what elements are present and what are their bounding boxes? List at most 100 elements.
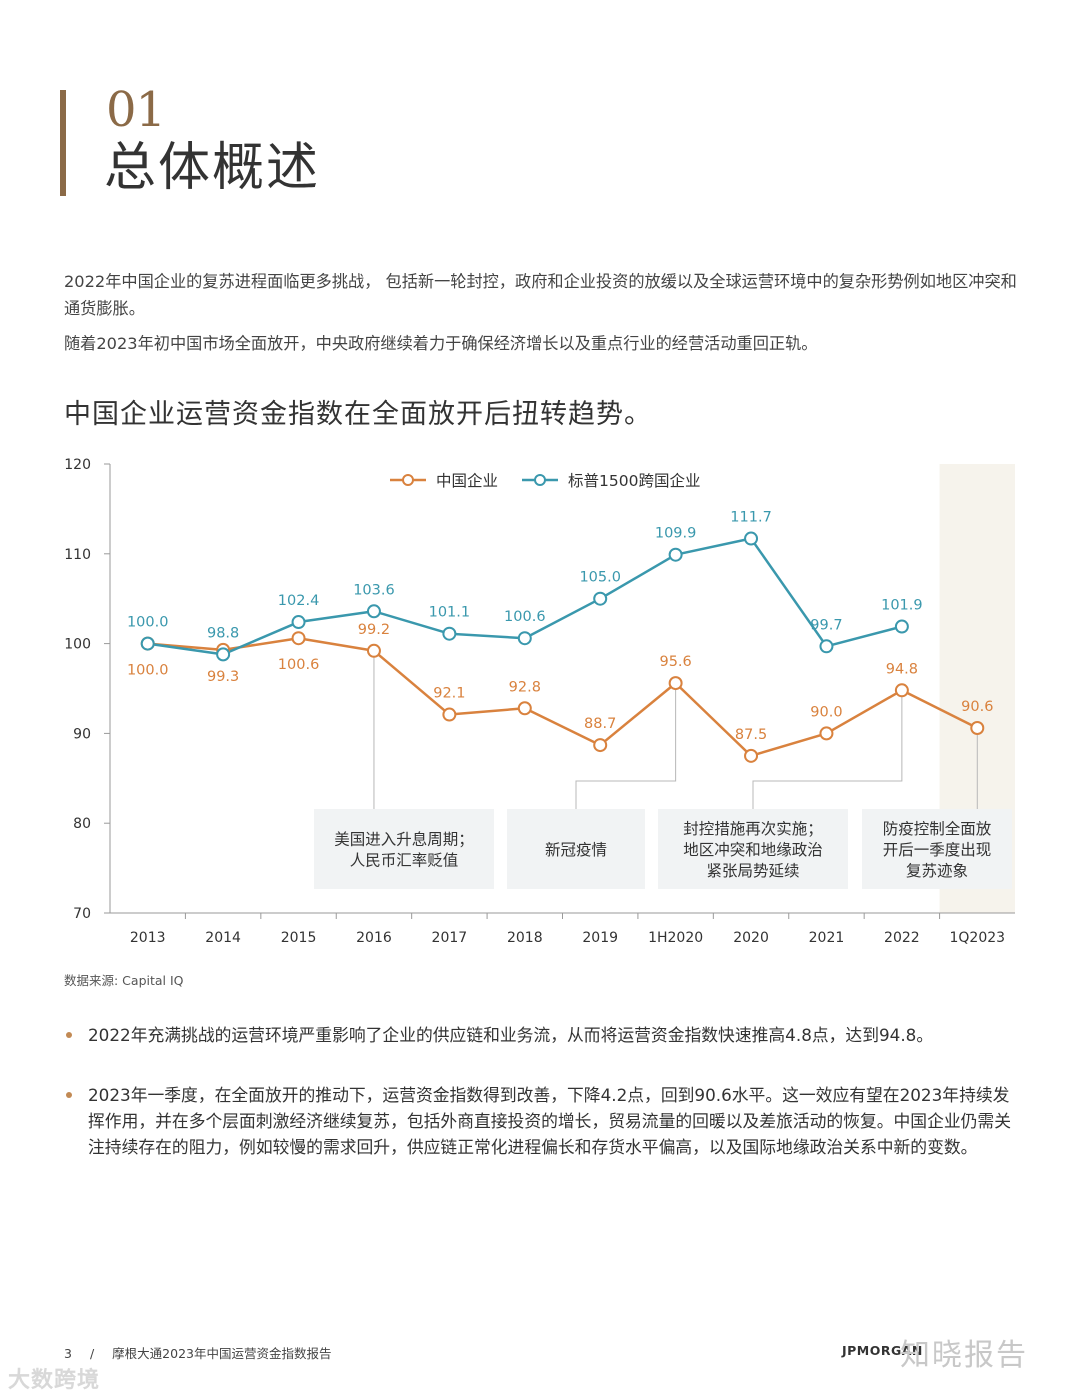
y-tick-label: 120 <box>64 457 91 473</box>
x-tick-label: 2017 <box>432 930 468 946</box>
data-label: 101.1 <box>429 605 471 621</box>
annotation-box <box>507 809 645 889</box>
x-tick-label: 2020 <box>733 930 769 946</box>
annotation-leader-line <box>752 690 903 809</box>
y-tick-label: 90 <box>73 726 91 742</box>
footer-separator: / <box>89 1346 95 1361</box>
data-point <box>668 547 683 562</box>
data-label: 109.9 <box>655 526 697 542</box>
data-point <box>744 531 759 546</box>
y-tick-label: 100 <box>64 637 91 653</box>
bullet-text: 2023年一季度，在全面放开的推动下，运营资金指数得到改善，下降4.2点，回到9… <box>88 1085 1011 1157</box>
footer: 3 / 摩根大通2023年中国运营资金指数报告 <box>64 1343 331 1362</box>
intro-paragraph: 2022年中国企业的复苏进程面临更多挑战， 包括新一轮封控，政府和企业投资的放缓… <box>64 272 1017 318</box>
x-tick-label: 1H2020 <box>648 930 703 946</box>
data-point <box>291 615 306 630</box>
data-label: 90.6 <box>961 699 993 715</box>
bullet-item: 2022年充满挑战的运营环境严重影响了企业的供应链和业务流，从而将运营资金指数快… <box>64 1022 1020 1048</box>
annotation-text: 紧张局势延续 <box>706 862 799 880</box>
line-chart: 70 80 90 100 110 120 2013 2014 2015 2016 2017 2018 2… <box>64 457 1015 946</box>
annotation-leader-line <box>575 683 677 809</box>
data-label: 111.7 <box>730 510 772 526</box>
page-number: 3 <box>64 1346 72 1361</box>
bullet-item: 2023年一季度，在全面放开的推动下，运营资金指数得到改善，下降4.2点，回到9… <box>64 1082 1020 1160</box>
data-label: 105.0 <box>579 570 621 586</box>
x-tick-label: 1Q2023 <box>950 930 1006 946</box>
data-label: 99.2 <box>358 622 390 638</box>
x-tick-label: 2014 <box>205 930 241 946</box>
annotation-box <box>314 809 494 889</box>
data-point <box>744 748 759 763</box>
watermark-right: 知晓报告 <box>900 1338 1028 1373</box>
annotation-text: 开后一季度出现 <box>883 841 992 859</box>
legend-marker <box>402 474 414 486</box>
data-point <box>819 639 834 654</box>
data-point <box>819 726 834 741</box>
annotation-text: 封控措施再次实施； <box>683 820 823 838</box>
section-title: 总体概述 <box>104 138 321 198</box>
data-label: 100.6 <box>278 657 320 673</box>
annotation-text: 防疫控制全面放 <box>883 820 992 838</box>
legend-marker <box>534 474 546 486</box>
data-label: 102.4 <box>278 593 320 609</box>
data-label: 99.3 <box>207 669 239 685</box>
data-label: 100.0 <box>127 663 169 679</box>
x-tick-label: 2016 <box>356 930 392 946</box>
data-point <box>366 604 381 619</box>
chart-title: 中国企业运营资金指数在全面放开后扭转趋势。 <box>64 399 652 430</box>
data-point <box>216 647 231 662</box>
data-point <box>442 626 457 641</box>
y-tick-label: 80 <box>73 816 91 832</box>
data-label: 87.5 <box>735 727 767 743</box>
x-tick-label: 2013 <box>130 930 166 946</box>
data-point <box>593 591 608 606</box>
data-point <box>668 676 683 691</box>
data-label: 100.6 <box>504 609 546 625</box>
data-point <box>366 643 381 658</box>
x-tick-label: 2018 <box>507 930 543 946</box>
data-point <box>970 721 985 736</box>
data-label: 92.8 <box>509 679 541 695</box>
data-label: 99.7 <box>810 617 842 633</box>
data-point <box>442 707 457 722</box>
data-point <box>517 701 532 716</box>
annotation-box <box>658 809 848 889</box>
data-label: 90.0 <box>810 704 842 720</box>
x-tick-label: 2015 <box>281 930 317 946</box>
data-source: 数据来源: Capital IQ <box>64 973 184 988</box>
annotation-text: 地区冲突和地缘政治 <box>683 841 823 859</box>
data-label: 94.8 <box>886 661 918 677</box>
section-number: 01 <box>106 82 166 138</box>
x-tick-label: 2022 <box>884 930 920 946</box>
data-label: 92.1 <box>433 686 465 702</box>
legend-label: 标普1500跨国企业 <box>568 472 700 490</box>
data-label: 95.6 <box>659 654 691 670</box>
annotation-text: 人民币汇率贬值 <box>350 852 459 870</box>
brand-logo: JPMORGAN <box>842 1343 923 1358</box>
data-point <box>140 636 155 651</box>
data-label: 98.8 <box>207 625 239 641</box>
intro-text: 2022年中国企业的复苏进程面临更多挑战， 包括新一轮封控，政府和企业投资的放缓… <box>64 268 1020 365</box>
intro-paragraph: 随着2023年初中国市场全面放开，中央政府继续着力于确保经济增长以及重点行业的经… <box>64 334 818 353</box>
annotation-text: 美国进入升息周期； <box>334 831 474 849</box>
data-point <box>894 619 909 634</box>
bullet-list: 2022年充满挑战的运营环境严重影响了企业的供应链和业务流，从而将运营资金指数快… <box>64 1022 1020 1194</box>
annotation-box <box>862 809 1012 889</box>
bullet-dot-icon <box>66 1092 72 1098</box>
series-line <box>147 636 978 758</box>
data-point <box>517 631 532 646</box>
data-label: 100.0 <box>127 615 169 631</box>
y-tick-label: 70 <box>73 906 91 922</box>
bullet-text: 2022年充满挑战的运营环境严重影响了企业的供应链和业务流，从而将运营资金指数快… <box>88 1025 934 1045</box>
data-label: 88.7 <box>584 716 616 732</box>
data-point <box>291 631 306 646</box>
data-point <box>894 683 909 698</box>
data-point <box>593 738 608 753</box>
x-tick-label: 2019 <box>582 930 618 946</box>
legend-label: 中国企业 <box>436 472 498 490</box>
report-title: 摩根大通2023年中国运营资金指数报告 <box>112 1346 332 1361</box>
data-label: 101.9 <box>881 598 923 614</box>
section-accent-bar <box>60 90 66 196</box>
annotation-text: 新冠疫情 <box>545 841 607 859</box>
data-label: 103.6 <box>353 582 395 598</box>
